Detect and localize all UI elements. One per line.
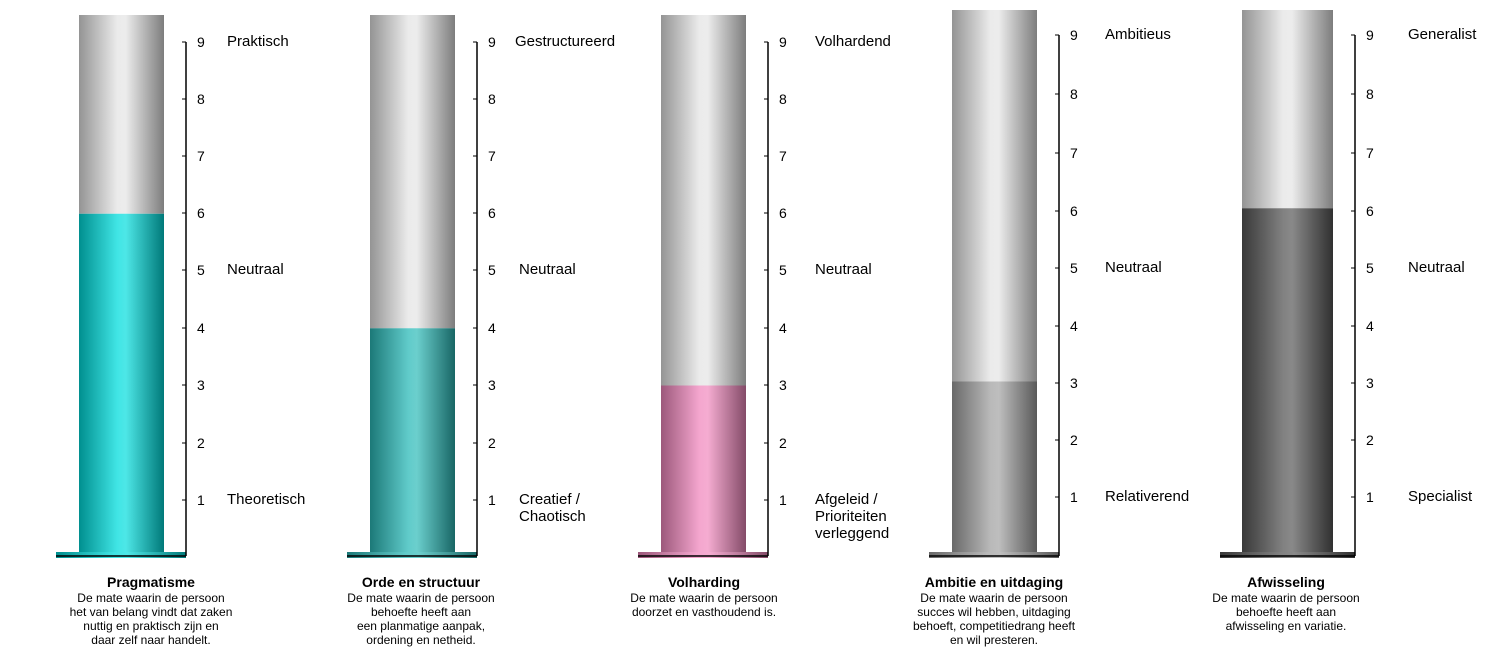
gauge-tick-label-0-6: 6 [197,205,205,221]
gauge-0: 1 2 3 4 5 6 7 8 9 [56,15,205,558]
scale-label-bottom-4: Specialist [1408,488,1473,505]
gauge-bar-0 [79,213,164,556]
gauge-tick-label-1-1: 1 [488,492,496,508]
gauge-3: 1 2 3 4 5 6 7 8 9 [929,10,1078,558]
gauge-tick-label-2-4: 4 [779,320,787,336]
gauge-tick-label-4-6: 6 [1366,203,1374,219]
gauge-tick-label-0-9: 9 [197,34,205,50]
gauge-empty-1 [370,15,455,329]
gauge-tick-label-0-4: 4 [197,320,205,336]
gauge-tick-label-4-9: 9 [1366,27,1374,43]
gauge-tick-label-0-1: 1 [197,492,205,508]
gauge-empty-0 [79,15,164,214]
gauge-tick-label-2-5: 5 [779,262,787,278]
gauge-tick-label-1-9: 9 [488,34,496,50]
gauge-tick-label-1-4: 4 [488,320,496,336]
scale-label-bottom-0: Theoretisch [227,491,306,508]
gauge-tick-label-2-2: 2 [779,435,787,451]
gauge-tick-label-1-7: 7 [488,148,496,164]
gauge-tick-label-4-5: 5 [1366,260,1374,276]
gauge-4: 1 2 3 4 5 6 7 8 9 [1220,10,1374,558]
gauge-bar-3 [952,381,1037,556]
scale-label-bottom-1: Creatief / Chaotisch [519,491,586,525]
gauge-tick-label-2-3: 3 [779,377,787,393]
gauge-base-3 [929,552,1059,558]
gauge-tick-label-0-2: 2 [197,435,205,451]
scale-label-bottom-3: Relativerend [1105,488,1190,505]
scale-label-middle-4: Neutraal [1408,259,1465,276]
gauge-tick-label-3-4: 4 [1070,318,1078,334]
scale-label-top-4: Generalist [1408,26,1477,43]
gauge-tick-label-2-6: 6 [779,205,787,221]
gauge-tick-label-4-2: 2 [1366,432,1374,448]
scale-label-middle-1: Neutraal [519,261,576,278]
gauge-title-4: Afwisseling [1247,574,1325,590]
gauge-tick-label-0-7: 7 [197,148,205,164]
gauge-empty-4 [1242,10,1333,209]
gauge-tick-label-2-1: 1 [779,492,787,508]
gauge-tick-label-1-5: 5 [488,262,496,278]
gauge-tick-label-3-5: 5 [1070,260,1078,276]
gauge-tick-label-0-5: 5 [197,262,205,278]
gauge-empty-3 [952,10,1037,382]
gauge-tick-label-2-9: 9 [779,34,787,50]
gauge-tick-label-1-2: 2 [488,435,496,451]
gauge-tick-label-4-3: 3 [1366,375,1374,391]
gauge-tick-label-0-8: 8 [197,91,205,107]
gauge-tick-label-3-8: 8 [1070,86,1078,102]
gauge-tick-label-3-9: 9 [1070,27,1078,43]
scale-label-middle-3: Neutraal [1105,259,1162,276]
gauge-tick-label-3-6: 6 [1070,203,1078,219]
gauge-tick-label-1-6: 6 [488,205,496,221]
gauge-tick-label-3-2: 2 [1070,432,1078,448]
gauge-tick-label-1-8: 8 [488,91,496,107]
gauge-tick-label-3-3: 3 [1070,375,1078,391]
gauge-title-2: Volharding [667,574,741,590]
scale-label-middle-2: Neutraal [815,261,872,278]
gauge-bar-4 [1242,208,1333,556]
gauge-bar-2 [661,385,746,556]
gauge-base-1 [347,552,477,558]
gauge-description-2: De mate waarin de persoon doorzet en vast… [630,591,778,619]
gauge-description-0: De mate waarin de persoon het van belang … [69,591,233,647]
gauge-title-0: Pragmatisme [107,574,195,590]
gauge-tick-label-0-3: 3 [197,377,205,393]
gauge-base-2 [638,552,768,558]
scale-label-top-2: Volhardend [815,33,891,50]
scale-label-top-3: Ambitieus [1105,26,1171,43]
gauge-tick-label-2-8: 8 [779,91,787,107]
scale-label-top-1: Gestructureerd [515,33,616,50]
gauge-tick-label-3-1: 1 [1070,489,1078,505]
gauge-tick-label-4-7: 7 [1366,145,1374,161]
gauge-description-4: De mate waarin de persoon behoefte heeft … [1212,591,1360,633]
scale-label-top-0: Praktisch [227,33,289,50]
gauge-tick-label-4-1: 1 [1366,489,1374,505]
gauge-1: 1 2 3 4 5 6 7 8 9 [347,15,496,558]
gauge-tick-label-1-3: 3 [488,377,496,393]
gauge-tick-label-4-4: 4 [1366,318,1374,334]
gauge-tick-label-4-8: 8 [1366,86,1374,102]
scale-label-middle-0: Neutraal [227,261,284,278]
gauge-title-3: Ambitie en uitdaging [924,574,1064,590]
gauge-empty-2 [661,15,746,386]
gauge-base-4 [1220,552,1355,558]
scale-label-bottom-2: Afgeleid / Prioriteiten verleggend [815,491,890,542]
gauge-2: 1 2 3 4 5 6 7 8 9 [638,15,787,558]
gauge-description-3: De mate waarin de persoon succes wil hebb… [912,591,1076,647]
gauge-description-1: De mate waarin de persoon behoefte heeft … [347,591,495,647]
gauge-tick-label-3-7: 7 [1070,145,1078,161]
gauge-bar-1 [370,328,455,556]
gauge-title-1: Orde en structuur [361,574,481,590]
gauge-base-0 [56,552,186,558]
gauge-tick-label-2-7: 7 [779,148,787,164]
